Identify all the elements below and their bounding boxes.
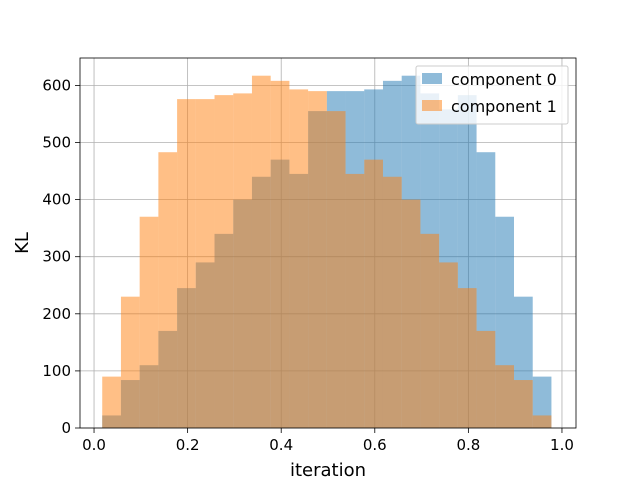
bar-series-1-bin-22 [514,380,533,428]
bar-series-1-bin-11 [308,91,327,429]
bar-series-1-bin-18 [439,262,458,428]
bar-series-1-bin-1 [120,296,140,428]
bar-series-1-bin-20 [476,330,496,428]
y-tick-label-3: 300 [42,248,71,266]
y-tick-label-6: 600 [42,76,71,94]
bar-series-1-bin-19 [457,288,477,428]
bar-series-1-bin-21 [495,365,514,428]
bars [102,75,552,429]
bar-series-1-bin-7 [233,93,252,428]
bar-series-1-bin-0 [102,376,121,428]
y-tick-label-1: 100 [42,362,71,380]
x-tick-label-2: 0.4 [269,436,293,454]
x-axis-label: iteration [290,460,366,480]
legend-swatch-component-1 [422,100,442,111]
plot-frame [79,57,577,429]
bar-series-1-bin-5 [195,99,215,428]
x-tick-label-3: 0.6 [363,436,387,454]
bar-series-1-bin-23 [532,415,552,428]
bar-series-1-bin-8 [251,75,271,428]
bar-series-1-bin-6 [214,95,234,428]
x-tick-label-1: 0.2 [176,436,200,454]
bar-series-1-bin-16 [401,199,421,428]
bar-series-1-bin-13 [345,173,365,428]
legend-label-component-1: component 1 [451,97,557,116]
axis-ticks: 0.0 0.2 0.4 0.6 0.8 1.0 0 100 200 300 400 500 600 [42,76,574,454]
bar-series-1-bin-12 [326,111,346,428]
legend-box [415,65,569,125]
bar-series-1-bin-17 [420,233,440,428]
bar-series-1-bin-2 [139,216,159,428]
bar-series-1-bin-14 [364,159,383,428]
bar-series-0-bin-23 [532,376,552,428]
y-tick-label-5: 500 [42,134,71,152]
bar-series-1-bin-10 [289,89,309,428]
y-axis-label: KL [12,232,33,254]
x-tick-label-5: 1.0 [550,436,574,454]
x-tick-label-4: 0.8 [456,436,480,454]
legend-swatch-component-0 [422,73,442,84]
legend-label-component-0: component 0 [451,70,557,89]
bar-series-1-bin-3 [158,152,178,429]
y-tick-label-2: 200 [42,305,71,323]
bar-series-1-bin-4 [177,99,196,428]
x-tick-label-0: 0.0 [82,436,106,454]
y-tick-label-4: 400 [42,191,71,209]
legend: component 0 component 1 [415,65,569,125]
y-tick-label-0: 0 [61,419,71,437]
bar-series-1-bin-9 [270,80,290,428]
bar-series-1-bin-15 [382,176,402,428]
